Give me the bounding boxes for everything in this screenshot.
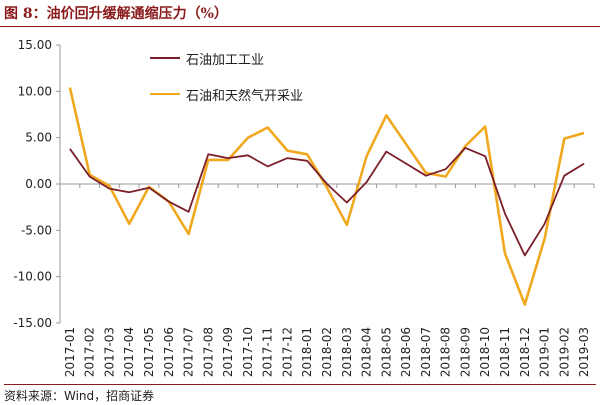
legend-item-series2: 石油和天然气开采业 — [150, 82, 303, 106]
x-tick-label: 2018-02 — [320, 327, 334, 377]
y-tick-label: 10.00 — [18, 84, 52, 98]
x-tick-label: 2018-06 — [399, 327, 413, 377]
legend-item-series1: 石油加工工业 — [150, 46, 303, 70]
x-tick-label: 2017-06 — [162, 327, 176, 377]
x-tick-label: 2017-02 — [83, 327, 97, 377]
source-note: 资料来源：Wind，招商证券 — [4, 384, 596, 404]
x-tick-label: 2017-12 — [280, 327, 294, 377]
x-tick-label: 2018-08 — [439, 327, 453, 377]
legend: 石油加工工业 石油和天然气开采业 — [150, 46, 303, 118]
y-tick-label: 0.00 — [25, 177, 52, 191]
x-tick-label: 2017-05 — [142, 327, 156, 377]
x-tick-label: 2018-01 — [300, 327, 314, 377]
y-tick-label: 15.00 — [18, 38, 52, 52]
x-tick-label: 2018-07 — [419, 327, 433, 377]
chart-title: 图 8：油价回升缓解通缩压力（%） — [4, 6, 228, 22]
legend-swatch-series2 — [150, 93, 180, 95]
x-tick-label: 2018-03 — [340, 327, 354, 377]
x-tick-label: 2018-12 — [518, 327, 532, 377]
x-tick-label: 2018-11 — [498, 327, 512, 377]
x-tick-label: 2017-01 — [63, 327, 77, 377]
x-tick-label: 2018-05 — [379, 327, 393, 377]
x-tick-label: 2019-03 — [577, 327, 591, 377]
y-tick-label: -10.00 — [13, 270, 52, 284]
legend-swatch-series1 — [150, 57, 180, 59]
y-tick-label: -15.00 — [13, 316, 52, 330]
y-tick-label: 5.00 — [25, 131, 52, 145]
title-bar: 图 8：油价回升缓解通缩压力（%） — [0, 0, 600, 27]
x-tick-label: 2017-07 — [182, 327, 196, 377]
x-tick-label: 2017-03 — [102, 327, 116, 377]
legend-label-series1: 石油加工工业 — [186, 52, 265, 68]
x-tick-label: 2017-04 — [122, 327, 136, 377]
x-tick-label: 2017-11 — [261, 327, 275, 377]
x-tick-label: 2019-02 — [557, 327, 571, 377]
series-line-2 — [68, 87, 585, 306]
x-tick-label: 2019-01 — [538, 327, 552, 377]
x-tick-label: 2017-08 — [201, 327, 215, 377]
x-tick-label: 2017-09 — [221, 327, 235, 377]
x-tick-label: 2018-10 — [478, 327, 492, 377]
x-tick-label: 2017-10 — [241, 327, 255, 377]
y-tick-label: -5.00 — [21, 223, 52, 237]
x-tick-label: 2018-04 — [360, 327, 374, 377]
series-line-1 — [69, 146, 585, 257]
legend-label-series2: 石油和天然气开采业 — [186, 88, 304, 104]
x-tick-label: 2018-09 — [458, 327, 472, 377]
